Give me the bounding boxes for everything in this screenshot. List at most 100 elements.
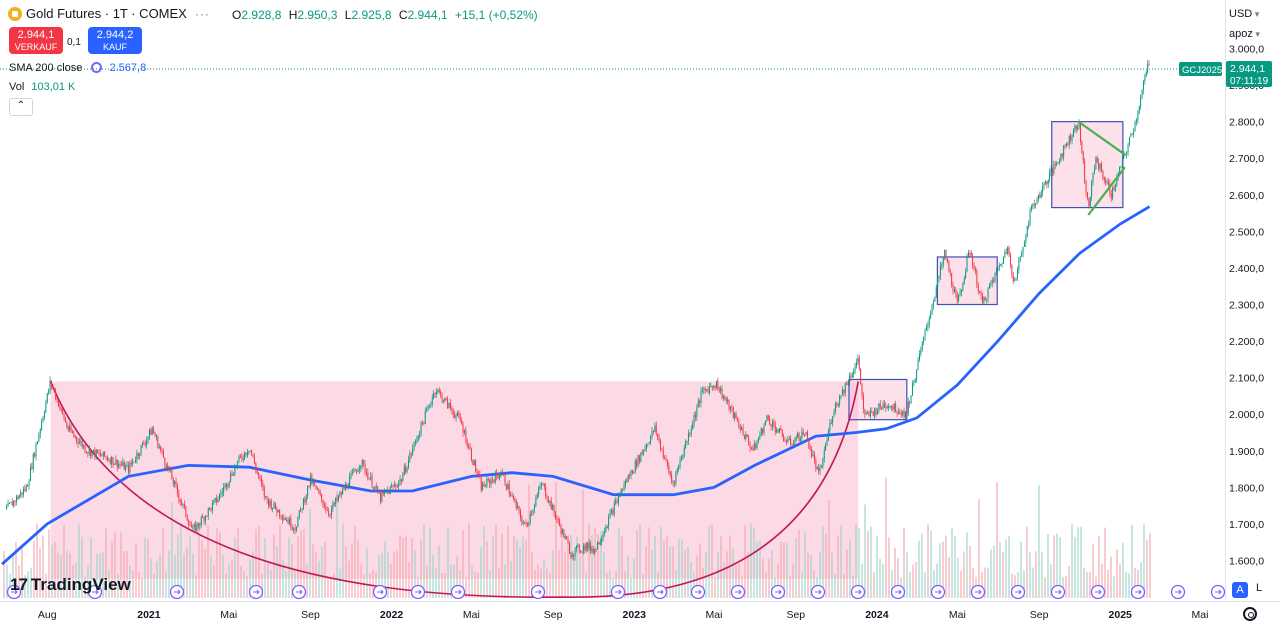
event-arrow-icon — [855, 589, 862, 595]
candle — [256, 470, 258, 473]
candle — [638, 455, 640, 462]
candle — [493, 480, 495, 483]
auto-scale-button[interactable]: A — [1232, 582, 1248, 598]
candle — [874, 408, 876, 416]
price-tick-label: 1.800,0 — [1229, 482, 1264, 494]
candle — [339, 492, 341, 497]
candle — [1140, 97, 1142, 107]
symbol-header[interactable]: Gold Futures · 1T · COMEX ··· — [8, 6, 210, 21]
candle — [776, 429, 778, 432]
candle — [862, 395, 864, 410]
candle — [713, 386, 715, 388]
volume-bar — [363, 574, 365, 598]
volume-bar — [153, 573, 155, 598]
scale-mode-selector[interactable]: apoz — [1229, 28, 1260, 40]
volume-bar — [354, 525, 356, 598]
candle — [1068, 135, 1070, 145]
sell-button[interactable]: 2.944,1 VERKAUF — [9, 27, 63, 54]
candle — [1063, 145, 1065, 157]
candle — [88, 449, 90, 454]
candle — [287, 519, 289, 524]
candle — [962, 283, 964, 290]
candle — [80, 441, 82, 443]
volume-bar — [501, 534, 503, 598]
buy-label: KAUF — [102, 42, 127, 52]
volume-bar — [780, 541, 782, 598]
candle — [351, 472, 353, 474]
candle — [703, 388, 705, 391]
candle — [672, 481, 674, 484]
volume-bar — [795, 537, 797, 598]
candle — [848, 376, 850, 384]
candle — [783, 436, 785, 441]
time-tick-label: Sep — [786, 609, 805, 621]
volume-bar — [327, 577, 329, 598]
volume-bar — [858, 528, 860, 598]
candle — [923, 336, 925, 342]
volume-bar — [423, 524, 425, 598]
candle — [1002, 257, 1004, 264]
volume-bar — [696, 555, 698, 598]
time-tick-label: Mai — [463, 609, 480, 621]
candle — [507, 484, 509, 490]
volume-bar — [405, 536, 407, 598]
collapse-legend-button[interactable]: ⌃ — [9, 98, 33, 116]
volume-bar — [486, 541, 488, 598]
event-arrow-icon — [935, 589, 942, 595]
volume-legend[interactable]: Vol 103,01 K — [9, 81, 75, 93]
candle — [7, 503, 9, 507]
candle — [169, 470, 171, 472]
candle — [1096, 157, 1098, 163]
candle — [655, 425, 657, 435]
candle — [1093, 169, 1095, 174]
candle — [400, 479, 402, 482]
candle — [494, 472, 496, 483]
candle — [718, 390, 720, 392]
candle — [20, 492, 22, 496]
event-arrow-icon — [695, 589, 702, 595]
candle — [601, 539, 603, 542]
candle — [925, 327, 927, 331]
buy-button[interactable]: 2.944,2 KAUF — [88, 27, 142, 54]
candle — [748, 437, 750, 444]
sma-legend[interactable]: SMA 200 close 2.567,8 — [9, 62, 146, 74]
volume-bar — [723, 562, 725, 598]
candle — [934, 296, 936, 302]
candle — [885, 406, 887, 408]
gear-icon[interactable] — [1243, 607, 1257, 621]
candle — [921, 341, 923, 350]
candle — [267, 499, 269, 506]
candle — [869, 410, 871, 416]
candle — [74, 436, 76, 438]
candle — [153, 428, 155, 433]
log-scale-button[interactable]: L — [1256, 582, 1263, 594]
volume-bar — [273, 534, 275, 598]
volume-bar — [1044, 577, 1046, 598]
candle — [585, 543, 587, 551]
candle — [1026, 226, 1028, 238]
candle — [181, 501, 183, 505]
candle — [944, 250, 946, 258]
candle — [570, 553, 572, 557]
candle — [1071, 136, 1073, 141]
more-options-icon[interactable]: ··· — [194, 6, 210, 21]
candle — [204, 515, 206, 522]
volume-bar — [1098, 535, 1100, 598]
time-tick-label: Sep — [544, 609, 563, 621]
candle — [1043, 183, 1045, 187]
candle — [888, 406, 890, 408]
event-arrow-icon — [1015, 589, 1022, 595]
volume-bar — [981, 572, 983, 598]
candle — [1082, 152, 1084, 161]
candle — [603, 531, 605, 535]
volume-bar — [564, 551, 566, 598]
candle — [409, 453, 411, 460]
candle — [843, 389, 845, 394]
candle — [143, 443, 145, 445]
candle — [566, 536, 568, 540]
currency-selector[interactable]: USD — [1229, 8, 1259, 20]
volume-bar — [246, 576, 248, 598]
candle — [196, 523, 198, 532]
candle — [120, 464, 122, 466]
